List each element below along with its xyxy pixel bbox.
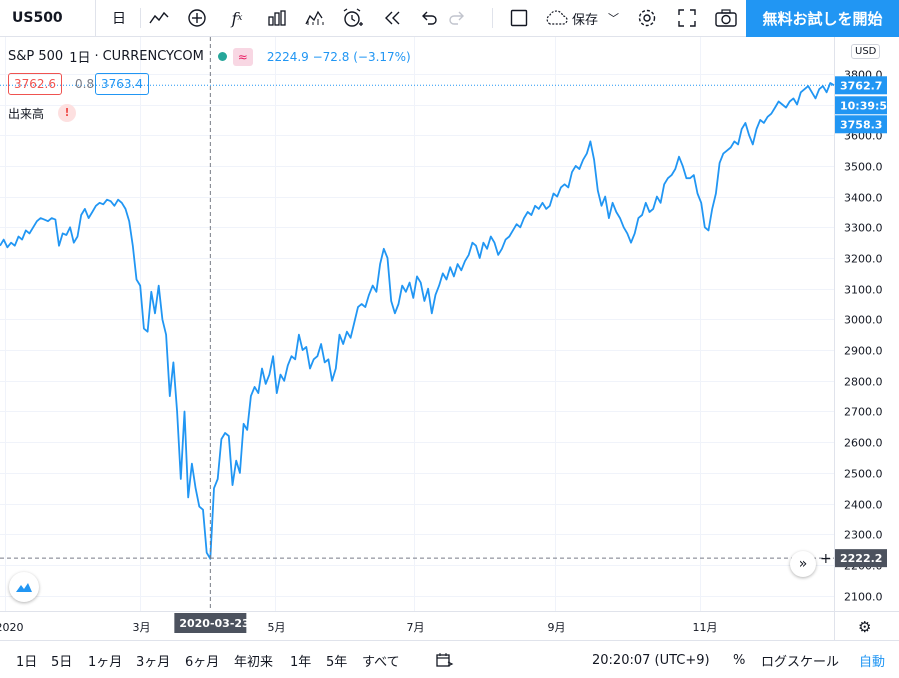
price-series-line	[0, 82, 835, 560]
spread-value: 0.8	[75, 77, 95, 91]
templates-icon[interactable]	[264, 0, 290, 36]
goto-date-icon[interactable]	[436, 641, 454, 678]
x-tick-label: 7月	[407, 621, 425, 634]
delayed-data-icon[interactable]: ≈	[232, 47, 253, 66]
range-5y-button[interactable]: 5年	[326, 654, 348, 670]
y-tick-label: 2300.0	[844, 529, 883, 542]
scroll-to-realtime-icon[interactable]: »	[790, 551, 816, 577]
x-tick-label: 9月	[548, 621, 566, 634]
y-tick-label: 3000.0	[844, 314, 883, 327]
layout-icon[interactable]	[506, 0, 532, 36]
crosshair-date-tag: 2020-03-23	[179, 617, 249, 630]
crosshair-price-tag-bg	[835, 549, 887, 568]
legend-title: S&P 500	[8, 49, 64, 64]
clock-timezone[interactable]: 20:20:07 (UTC+9)	[592, 652, 710, 668]
range-ytd-button[interactable]: 年初来	[234, 654, 274, 670]
buy-price-button[interactable]: 3763.4	[95, 73, 149, 95]
y-tick-label: 2500.0	[844, 468, 883, 481]
cloud-icon	[546, 10, 568, 25]
range-5d-button[interactable]: 5日	[51, 654, 73, 670]
interval-button[interactable]: 日	[112, 11, 126, 27]
range-1y-button[interactable]: 1年	[290, 654, 312, 670]
percent-scale-button[interactable]: %	[733, 652, 746, 668]
x-tick-label: 11月	[693, 621, 718, 634]
tradingview-logo-icon[interactable]	[9, 572, 39, 602]
legend-source: CURRENCYCOM	[102, 49, 204, 64]
y-tick-label: 3500.0	[844, 161, 883, 174]
y-tick-label: 3300.0	[844, 222, 883, 235]
range-all-button[interactable]: すべて	[362, 654, 400, 670]
chart-legend: S&P 500 1日 · CURRENCYCOM ≈ 2224.9 −72.8 …	[8, 47, 411, 66]
legend-interval: 1日	[69, 51, 91, 66]
y-tick-label: 2100.0	[844, 591, 883, 604]
warning-icon[interactable]: !	[58, 104, 77, 122]
y-tick-label: 2900.0	[844, 345, 883, 358]
y-tick-label: 3100.0	[844, 284, 883, 297]
x-tick-label: 3月	[133, 621, 151, 634]
market-open-dot-icon	[217, 52, 227, 61]
financials-icon[interactable]	[302, 0, 328, 36]
axis-settings-gear-icon[interactable]: ⚙	[858, 618, 871, 636]
y-tick-label: 2800.0	[844, 376, 883, 389]
crosshair-plus-icon: +	[820, 551, 832, 567]
countdown-tag: 10:39:52	[840, 99, 895, 112]
y-tick-label: 2600.0	[844, 437, 883, 450]
countdown-tag-bg	[835, 96, 887, 115]
last-price-tag-bg	[835, 76, 887, 95]
fullscreen-icon[interactable]	[674, 0, 700, 36]
range-3m-button[interactable]: 3ヶ月	[136, 654, 171, 670]
redo-icon[interactable]	[444, 0, 470, 36]
range-1m-button[interactable]: 1ヶ月	[88, 654, 123, 670]
save-label: 保存	[572, 12, 599, 28]
camera-icon[interactable]	[712, 0, 740, 36]
range-6m-button[interactable]: 6ヶ月	[185, 654, 220, 670]
undo-icon[interactable]	[416, 0, 442, 36]
ask-price-tag: 3758.3	[840, 118, 882, 131]
settings-gear-icon[interactable]	[634, 0, 660, 36]
ask-price-tag-bg	[835, 115, 887, 134]
save-button[interactable]: 保存 ﹀	[544, 0, 628, 36]
range-1d-button[interactable]: 1日	[16, 654, 38, 670]
legend-change: 2224.9 −72.8 (−3.17%)	[266, 49, 411, 64]
auto-scale-button[interactable]: 自動	[859, 654, 886, 670]
last-price-tag: 3762.7	[840, 79, 882, 92]
bottom-toolbar: 1日 5日 1ヶ月 3ヶ月 6ヶ月 年初来 1年 5年 すべて 20:20:07…	[0, 640, 899, 678]
chart-type-icon[interactable]	[146, 0, 172, 36]
y-tick-label: 2700.0	[844, 406, 883, 419]
crosshair-date-tag-bg	[174, 613, 247, 633]
symbol-label: US500	[12, 10, 63, 26]
currency-tag[interactable]: USD	[851, 44, 881, 59]
volume-indicator-label[interactable]: 出来高 !	[8, 104, 77, 122]
chevron-down-icon: ﹀	[608, 12, 620, 25]
price-chart[interactable]: 2100.02200.02300.02400.02500.02600.02700…	[0, 37, 899, 640]
x-tick-label: 5月	[268, 621, 286, 634]
start-trial-button[interactable]: 無料お試しを開始	[746, 0, 899, 37]
y-tick-label: 3200.0	[844, 253, 883, 266]
symbol-search-button[interactable]: US500	[0, 0, 96, 36]
y-tick-label: 2400.0	[844, 499, 883, 512]
compare-add-icon[interactable]	[184, 0, 210, 36]
crosshair-price-tag: 2222.2	[840, 552, 882, 565]
alert-icon[interactable]	[340, 0, 366, 36]
sell-price-button[interactable]: 3762.6	[8, 73, 62, 95]
x-tick-label: 2020	[0, 621, 24, 634]
log-scale-button[interactable]: ログスケール	[761, 654, 840, 670]
price-axis-pane	[834, 37, 899, 640]
replay-icon[interactable]	[380, 0, 406, 36]
y-tick-label: 3400.0	[844, 192, 883, 205]
